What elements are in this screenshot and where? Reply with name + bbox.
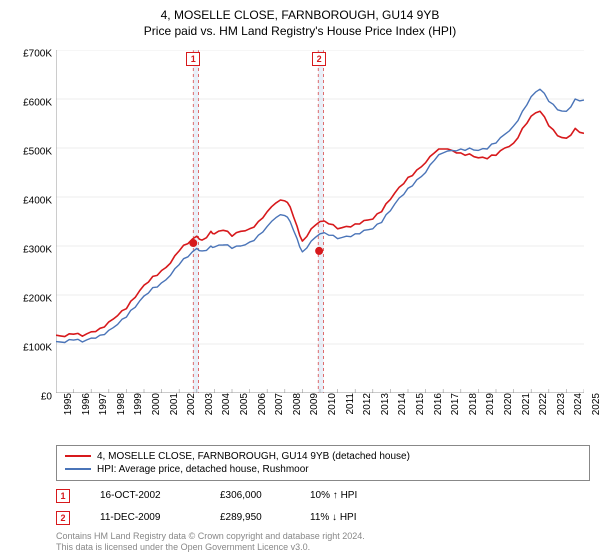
transaction-table: 1 16-OCT-2002 £306,000 10% ↑ HPI 2 11-DEC-200… xyxy=(56,485,590,529)
x-tick-label: 2024 xyxy=(569,393,584,415)
transaction-row: 2 11-DEC-2009 £289,950 11% ↓ HPI xyxy=(56,507,590,529)
x-tick-label: 2002 xyxy=(182,393,197,415)
x-tick-label: 2013 xyxy=(376,393,391,415)
x-tick-label: 2006 xyxy=(253,393,268,415)
legend-item: 4, MOSELLE CLOSE, FARNBOROUGH, GU14 9YB … xyxy=(65,450,581,463)
x-tick-label: 2005 xyxy=(235,393,250,415)
legend-swatch xyxy=(65,468,91,470)
footer: Contains HM Land Registry data © Crown c… xyxy=(56,531,590,554)
x-tick-label: 2019 xyxy=(481,393,496,415)
x-tick-label: 2021 xyxy=(517,393,532,415)
transaction-date: 11-DEC-2009 xyxy=(100,512,190,523)
transaction-row-marker: 2 xyxy=(56,511,70,525)
transaction-price: £306,000 xyxy=(220,490,280,501)
x-tick-label: 2017 xyxy=(446,393,461,415)
legend-label: 4, MOSELLE CLOSE, FARNBOROUGH, GU14 9YB … xyxy=(97,451,410,462)
chart-area: £0 £100K £200K £300K £400K £500K £600K £700K 199… xyxy=(10,46,590,439)
transaction-date: 16-OCT-2002 xyxy=(100,490,190,501)
x-tick-label: 2010 xyxy=(323,393,338,415)
legend-swatch xyxy=(65,455,91,457)
transaction-badge: 1 xyxy=(186,52,200,66)
x-tick-label: 1998 xyxy=(112,393,127,415)
x-tick-label: 2020 xyxy=(499,393,514,415)
transaction-delta: 11% ↓ HPI xyxy=(310,512,370,523)
y-tick-label: £300K xyxy=(23,245,56,256)
x-tick-label: 2008 xyxy=(288,393,303,415)
transaction-badge: 2 xyxy=(312,52,326,66)
x-tick-label: 2012 xyxy=(358,393,373,415)
x-tick-label: 1999 xyxy=(129,393,144,415)
y-tick-label: £600K xyxy=(23,98,56,109)
footer-line-2: This data is licensed under the Open Gov… xyxy=(56,542,590,554)
x-tick-label: 2007 xyxy=(270,393,285,415)
legend-label: HPI: Average price, detached house, Rush… xyxy=(97,464,309,475)
transaction-delta: 10% ↑ HPI xyxy=(310,490,370,501)
legend-item: HPI: Average price, detached house, Rush… xyxy=(65,463,581,476)
x-tick-label: 2009 xyxy=(305,393,320,415)
x-tick-label: 2003 xyxy=(200,393,215,415)
x-tick-label: 2025 xyxy=(587,393,600,415)
chart-container: 4, MOSELLE CLOSE, FARNBOROUGH, GU14 9YB … xyxy=(0,0,600,560)
y-tick-label: £100K xyxy=(23,343,56,354)
chart-titles: 4, MOSELLE CLOSE, FARNBOROUGH, GU14 9YB … xyxy=(10,8,590,38)
chart-title-address: 4, MOSELLE CLOSE, FARNBOROUGH, GU14 9YB xyxy=(10,8,590,22)
x-tick-label: 2015 xyxy=(411,393,426,415)
transaction-marker xyxy=(189,239,197,247)
x-tick-label: 2023 xyxy=(552,393,567,415)
footer-line-1: Contains HM Land Registry data © Crown c… xyxy=(56,531,590,543)
x-tick-label: 1995 xyxy=(59,393,74,415)
x-tick-label: 2022 xyxy=(534,393,549,415)
x-tick-label: 2000 xyxy=(147,393,162,415)
transaction-price: £289,950 xyxy=(220,512,280,523)
x-tick-label: 2018 xyxy=(464,393,479,415)
y-tick-label: £0 xyxy=(41,392,56,403)
x-tick-label: 2011 xyxy=(341,393,356,415)
y-tick-label: £700K xyxy=(23,49,56,60)
transaction-row-marker: 1 xyxy=(56,489,70,503)
legend: 4, MOSELLE CLOSE, FARNBOROUGH, GU14 9YB … xyxy=(56,445,590,481)
x-tick-label: 2014 xyxy=(393,393,408,415)
x-tick-label: 1996 xyxy=(77,393,92,415)
plot-region: £0£100K£200K£300K£400K£500K£600K£700K199… xyxy=(56,50,584,393)
transaction-marker xyxy=(315,247,323,255)
y-tick-label: £500K xyxy=(23,147,56,158)
x-tick-label: 2016 xyxy=(429,393,444,415)
x-tick-label: 1997 xyxy=(94,393,109,415)
y-tick-label: £400K xyxy=(23,196,56,207)
chart-title-sub: Price paid vs. HM Land Registry's House … xyxy=(10,24,590,38)
transaction-row: 1 16-OCT-2002 £306,000 10% ↑ HPI xyxy=(56,485,590,507)
x-tick-label: 2001 xyxy=(165,393,180,415)
y-tick-label: £200K xyxy=(23,294,56,305)
chart-svg xyxy=(56,50,584,393)
x-tick-label: 2004 xyxy=(217,393,232,415)
